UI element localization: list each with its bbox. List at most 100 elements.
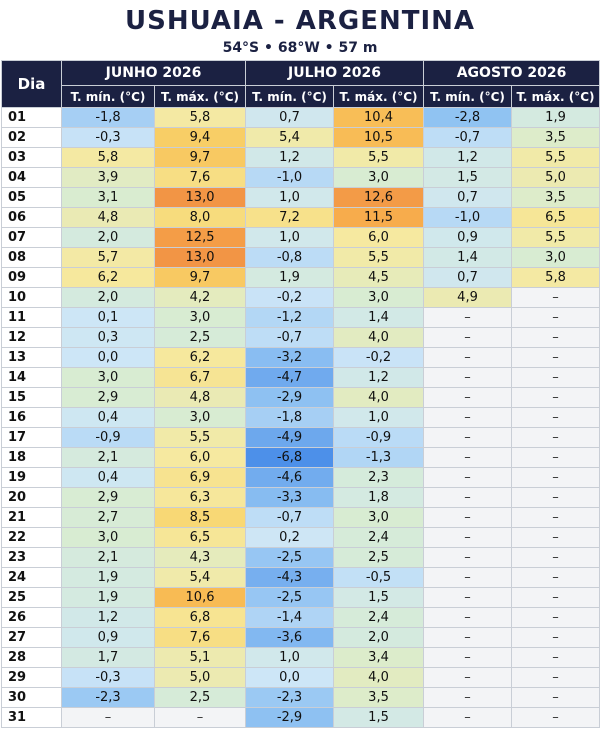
july-max-cell: 1,5 <box>333 707 425 728</box>
july-min-cell: -2,3 <box>245 687 335 708</box>
day-cell: 10 <box>1 287 62 308</box>
august-max-cell: – <box>511 687 600 708</box>
june-max-cell: 6,5 <box>153 527 247 548</box>
july-min-cell: -4,3 <box>245 567 335 588</box>
june-max-cell: 5,1 <box>153 647 247 668</box>
august-max-cell: – <box>511 387 600 408</box>
june-min-cell: -0,9 <box>61 427 155 448</box>
july-min-cell: 1,9 <box>245 267 335 288</box>
july-min-cell: -2,9 <box>245 707 335 728</box>
june-max-cell: 13,0 <box>153 247 247 268</box>
july-max-cell: 1,2 <box>333 367 425 388</box>
july-max-cell: 2,3 <box>333 467 425 488</box>
june-min-cell: 0,9 <box>61 627 155 648</box>
august-min-cell: – <box>423 667 513 688</box>
day-cell: 02 <box>1 127 62 148</box>
july-max-cell: 4,0 <box>333 667 425 688</box>
june-max-cell: 6,0 <box>153 447 247 468</box>
july-min-header: T. mín. (°C) <box>245 85 335 108</box>
august-max-cell: – <box>511 707 600 728</box>
june-min-cell: -0,3 <box>61 127 155 148</box>
june-min-cell: -2,3 <box>61 687 155 708</box>
june-max-cell: 6,9 <box>153 467 247 488</box>
august-min-cell: – <box>423 307 513 328</box>
august-min-cell: – <box>423 647 513 668</box>
june-min-header: T. mín. (°C) <box>61 85 155 108</box>
july-max-cell: 2,4 <box>333 607 425 628</box>
august-max-cell: – <box>511 327 600 348</box>
july-min-cell: -1,8 <box>245 407 335 428</box>
header: USHUAIA - ARGENTINA 54°S • 68°W • 57 m <box>0 0 600 60</box>
day-cell: 05 <box>1 187 62 208</box>
month-header-august: AGOSTO 2026 <box>423 60 600 86</box>
july-min-cell: -1,4 <box>245 607 335 628</box>
august-max-cell: – <box>511 367 600 388</box>
table-row: 14 3,0 6,7 -4,7 1,2– – <box>1 367 600 388</box>
june-min-cell: 2,0 <box>61 227 155 248</box>
july-max-cell: -0,5 <box>333 567 425 588</box>
august-min-cell: – <box>423 707 513 728</box>
august-min-cell: – <box>423 447 513 468</box>
august-max-cell: – <box>511 627 600 648</box>
june-min-cell: -0,3 <box>61 667 155 688</box>
table-row: 11 0,1 3,0 -1,2 1,4– – <box>1 307 600 328</box>
july-min-cell: -3,6 <box>245 627 335 648</box>
july-min-cell: 0,2 <box>245 527 335 548</box>
july-max-cell: 6,0 <box>333 227 425 248</box>
august-min-cell: – <box>423 527 513 548</box>
july-min-cell: 0,0 <box>245 667 335 688</box>
august-min-cell: – <box>423 547 513 568</box>
june-min-cell: 2,1 <box>61 547 155 568</box>
june-min-cell: 1,9 <box>61 587 155 608</box>
table-row: 03 5,8 9,7 1,2 5,5 1,2 5,5 <box>1 147 600 168</box>
month-header-row: Dia JUNHO 2026 JULHO 2026 AGOSTO 2026 <box>1 60 600 108</box>
table-row: 28 1,7 5,1 1,0 3,4– – <box>1 647 600 668</box>
june-max-cell: 13,0 <box>153 187 247 208</box>
august-min-cell: – <box>423 367 513 388</box>
june-max-cell: 2,5 <box>153 327 247 348</box>
july-min-cell: -4,7 <box>245 367 335 388</box>
day-cell: 24 <box>1 567 62 588</box>
june-min-cell: 6,2 <box>61 267 155 288</box>
august-max-cell: – <box>511 507 600 528</box>
location-subtitle: 54°S • 68°W • 57 m <box>222 40 378 56</box>
august-min-cell: -1,0 <box>423 207 513 228</box>
table-row: 22 3,0 6,5 0,2 2,4– – <box>1 527 600 548</box>
june-max-cell: 6,3 <box>153 487 247 508</box>
august-min-cell: – <box>423 427 513 448</box>
table-row: 12 0,3 2,5 -0,7 4,0– – <box>1 327 600 348</box>
august-min-cell: – <box>423 467 513 488</box>
july-max-header: T. máx. (°C) <box>333 85 425 108</box>
july-min-cell: 1,0 <box>245 187 335 208</box>
june-max-cell: 6,8 <box>153 607 247 628</box>
august-max-cell: 6,5 <box>511 207 600 228</box>
august-min-cell: – <box>423 587 513 608</box>
august-min-cell: – <box>423 487 513 508</box>
august-max-cell: – <box>511 307 600 328</box>
july-max-cell: 4,0 <box>333 327 425 348</box>
june-max-cell: 5,8 <box>153 107 247 128</box>
day-cell: 01 <box>1 107 62 128</box>
august-max-cell: – <box>511 347 600 368</box>
day-cell: 26 <box>1 607 62 628</box>
august-max-header: T. máx. (°C) <box>511 85 600 108</box>
sub-header-row: T. mín. (°C) T. máx. (°C) T. mín. (°C) T… <box>2 85 600 108</box>
august-min-header: T. mín. (°C) <box>423 85 513 108</box>
table-row: 24 1,9 5,4 -4,3 -0,5– – <box>1 567 600 588</box>
day-cell: 09 <box>1 267 62 288</box>
june-max-cell: 5,5 <box>153 427 247 448</box>
june-min-cell: 2,1 <box>61 447 155 468</box>
august-min-cell: 1,4 <box>423 247 513 268</box>
august-max-cell: – <box>511 547 600 568</box>
day-cell: 06 <box>1 207 62 228</box>
august-min-cell: – <box>423 607 513 628</box>
day-cell: 30 <box>1 687 62 708</box>
table-row: 21 2,7 8,5 -0,7 3,0– – <box>1 507 600 528</box>
august-min-cell: 4,9 <box>423 287 513 308</box>
day-cell: 21 <box>1 507 62 528</box>
july-max-cell: -1,3 <box>333 447 425 468</box>
june-max-cell: 8,0 <box>153 207 247 228</box>
june-min-cell: 3,0 <box>61 367 155 388</box>
august-max-cell: – <box>511 487 600 508</box>
july-min-cell: 7,2 <box>245 207 335 228</box>
